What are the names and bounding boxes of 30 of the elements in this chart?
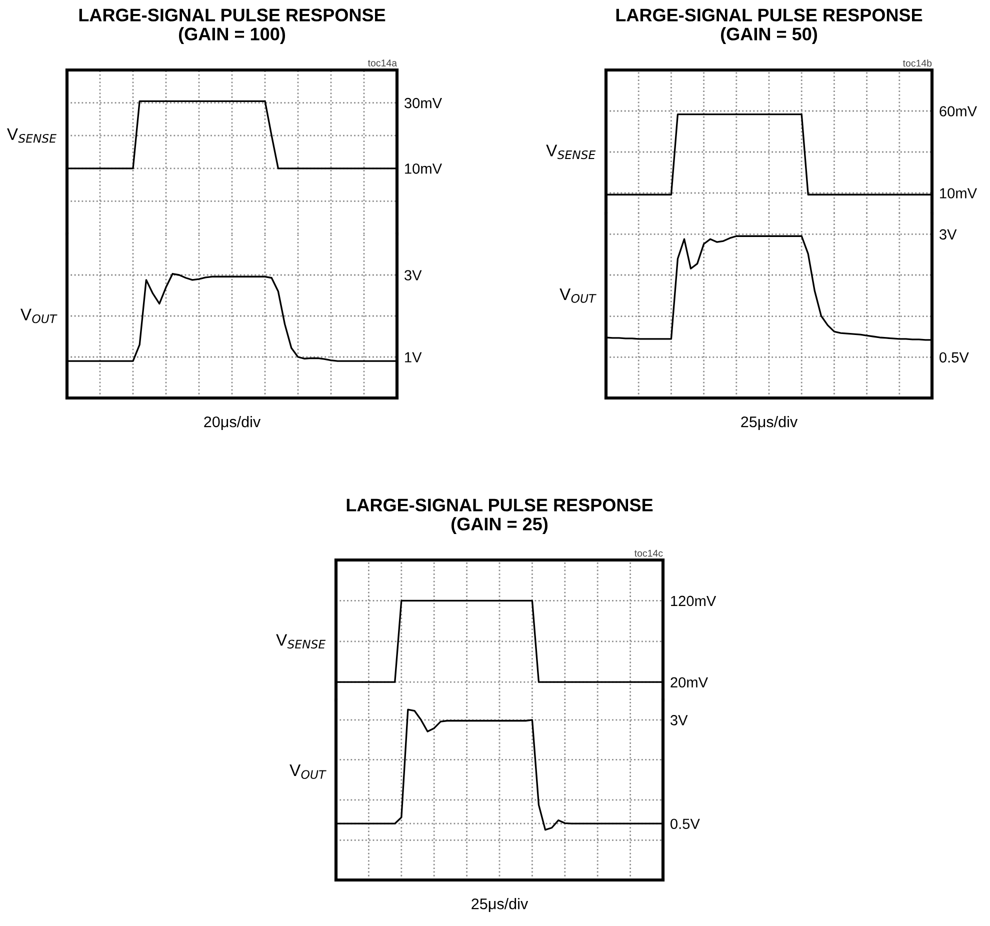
chart-subtitle: (GAIN = 25): [451, 517, 548, 534]
y-tick-label: 120mV: [671, 596, 716, 606]
y-tick-label: 20mV: [670, 677, 708, 688]
chart-title: LARGE-SIGNAL PULSE RESPONSE: [616, 8, 922, 22]
text: toc14c: [634, 550, 663, 557]
y-tick-label: 3V: [940, 229, 957, 240]
chart-subtitle: (GAIN = 50): [720, 27, 818, 44]
text: V$_{OUT}$: [560, 288, 596, 303]
y-tick-label: 0.5V: [940, 352, 969, 363]
y-tick-label: 60mV: [940, 106, 977, 116]
text: V$_{OUT}$: [290, 764, 326, 779]
series-label: V$_{SENSE}$: [7, 128, 56, 143]
text: V$_{SENSE}$: [276, 634, 326, 649]
x-axis-title: 25μs/div: [741, 416, 798, 430]
chart-subtitle: (GAIN = 100): [178, 27, 286, 44]
text: V$_{SENSE}$: [546, 144, 596, 160]
y-tick-label: 30mV: [404, 98, 442, 108]
y-tick-label: 3V: [670, 715, 688, 726]
y-tick-label: 1V: [405, 352, 422, 362]
y-tick-label: 0.5V: [670, 818, 700, 830]
text: toc14a: [368, 60, 397, 66]
text: toc14b: [902, 60, 932, 67]
y-tick-label: 10mV: [940, 188, 977, 198]
text: V$_{OUT}$: [20, 308, 58, 324]
y-tick-label: 10mV: [405, 164, 442, 174]
chart-title: LARGE-SIGNAL PULSE RESPONSE: [79, 8, 386, 22]
x-axis-title: 20μs/div: [204, 416, 261, 430]
y-tick-label: 3V: [404, 270, 422, 280]
x-axis-title: 25μs/div: [472, 898, 528, 912]
chart-title: LARGE-SIGNAL PULSE RESPONSE: [346, 498, 653, 512]
